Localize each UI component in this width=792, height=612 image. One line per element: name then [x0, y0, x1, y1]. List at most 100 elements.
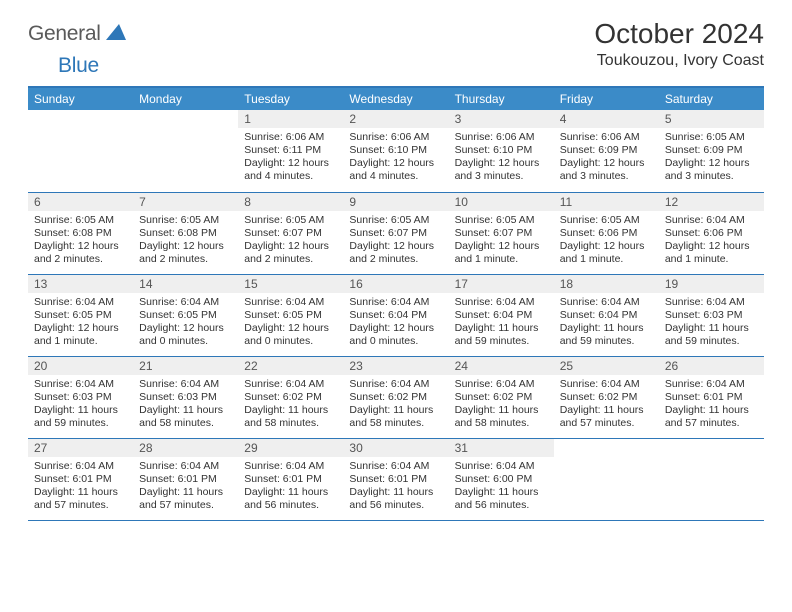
day-number: 29 [238, 439, 343, 457]
daylight-text: Daylight: 11 hours and 58 minutes. [139, 404, 232, 430]
calendar-day-cell: 7Sunrise: 6:05 AMSunset: 6:08 PMDaylight… [133, 192, 238, 274]
sunrise-text: Sunrise: 6:04 AM [665, 378, 758, 391]
day-number: 6 [28, 193, 133, 211]
sunset-text: Sunset: 6:01 PM [139, 473, 232, 486]
day-number: 11 [554, 193, 659, 211]
calendar-day-cell: 30Sunrise: 6:04 AMSunset: 6:01 PMDayligh… [343, 438, 448, 520]
sunset-text: Sunset: 6:01 PM [244, 473, 337, 486]
day-body: Sunrise: 6:06 AMSunset: 6:10 PMDaylight:… [343, 128, 448, 188]
weekday-header-row: Sunday Monday Tuesday Wednesday Thursday… [28, 88, 764, 110]
sunrise-text: Sunrise: 6:04 AM [349, 296, 442, 309]
day-number: 24 [449, 357, 554, 375]
calendar-table: Sunday Monday Tuesday Wednesday Thursday… [28, 88, 764, 521]
calendar-day-cell [659, 438, 764, 520]
calendar-day-cell: 27Sunrise: 6:04 AMSunset: 6:01 PMDayligh… [28, 438, 133, 520]
calendar-day-cell: 14Sunrise: 6:04 AMSunset: 6:05 PMDayligh… [133, 274, 238, 356]
brand-logo: General [28, 18, 129, 46]
weekday-header: Monday [133, 88, 238, 110]
sunset-text: Sunset: 6:02 PM [244, 391, 337, 404]
day-number: 2 [343, 110, 448, 128]
day-body: Sunrise: 6:04 AMSunset: 6:02 PMDaylight:… [554, 375, 659, 435]
calendar-day-cell: 19Sunrise: 6:04 AMSunset: 6:03 PMDayligh… [659, 274, 764, 356]
calendar-day-cell: 12Sunrise: 6:04 AMSunset: 6:06 PMDayligh… [659, 192, 764, 274]
sunrise-text: Sunrise: 6:05 AM [34, 214, 127, 227]
day-body: Sunrise: 6:04 AMSunset: 6:01 PMDaylight:… [28, 457, 133, 517]
calendar-day-cell: 23Sunrise: 6:04 AMSunset: 6:02 PMDayligh… [343, 356, 448, 438]
daylight-text: Daylight: 12 hours and 1 minute. [560, 240, 653, 266]
day-number: 3 [449, 110, 554, 128]
sunrise-text: Sunrise: 6:06 AM [560, 131, 653, 144]
sunrise-text: Sunrise: 6:06 AM [349, 131, 442, 144]
calendar-day-cell: 15Sunrise: 6:04 AMSunset: 6:05 PMDayligh… [238, 274, 343, 356]
day-number: 14 [133, 275, 238, 293]
daylight-text: Daylight: 12 hours and 2 minutes. [34, 240, 127, 266]
day-body: Sunrise: 6:04 AMSunset: 6:01 PMDaylight:… [238, 457, 343, 517]
sunset-text: Sunset: 6:09 PM [665, 144, 758, 157]
weekday-header: Sunday [28, 88, 133, 110]
day-body: Sunrise: 6:04 AMSunset: 6:03 PMDaylight:… [659, 293, 764, 353]
daylight-text: Daylight: 12 hours and 2 minutes. [349, 240, 442, 266]
daylight-text: Daylight: 12 hours and 3 minutes. [665, 157, 758, 183]
day-body: Sunrise: 6:05 AMSunset: 6:08 PMDaylight:… [28, 211, 133, 271]
calendar-day-cell: 6Sunrise: 6:05 AMSunset: 6:08 PMDaylight… [28, 192, 133, 274]
sunrise-text: Sunrise: 6:04 AM [349, 378, 442, 391]
calendar-day-cell: 17Sunrise: 6:04 AMSunset: 6:04 PMDayligh… [449, 274, 554, 356]
daylight-text: Daylight: 11 hours and 58 minutes. [244, 404, 337, 430]
sunrise-text: Sunrise: 6:04 AM [455, 378, 548, 391]
sunset-text: Sunset: 6:08 PM [139, 227, 232, 240]
sunrise-text: Sunrise: 6:05 AM [349, 214, 442, 227]
sunrise-text: Sunrise: 6:04 AM [560, 378, 653, 391]
calendar-day-cell: 11Sunrise: 6:05 AMSunset: 6:06 PMDayligh… [554, 192, 659, 274]
day-body: Sunrise: 6:04 AMSunset: 6:02 PMDaylight:… [449, 375, 554, 435]
daylight-text: Daylight: 11 hours and 57 minutes. [34, 486, 127, 512]
calendar-day-cell: 31Sunrise: 6:04 AMSunset: 6:00 PMDayligh… [449, 438, 554, 520]
sunrise-text: Sunrise: 6:04 AM [244, 296, 337, 309]
day-number: 27 [28, 439, 133, 457]
day-body: Sunrise: 6:05 AMSunset: 6:08 PMDaylight:… [133, 211, 238, 271]
sunset-text: Sunset: 6:08 PM [34, 227, 127, 240]
sunset-text: Sunset: 6:04 PM [349, 309, 442, 322]
sunrise-text: Sunrise: 6:06 AM [455, 131, 548, 144]
sunrise-text: Sunrise: 6:04 AM [34, 296, 127, 309]
daylight-text: Daylight: 12 hours and 2 minutes. [139, 240, 232, 266]
calendar-day-cell [28, 110, 133, 192]
day-body: Sunrise: 6:04 AMSunset: 6:04 PMDaylight:… [449, 293, 554, 353]
sunrise-text: Sunrise: 6:04 AM [244, 378, 337, 391]
day-number: 7 [133, 193, 238, 211]
daylight-text: Daylight: 12 hours and 3 minutes. [455, 157, 548, 183]
month-title: October 2024 [594, 18, 764, 50]
day-number: 12 [659, 193, 764, 211]
day-body: Sunrise: 6:04 AMSunset: 6:02 PMDaylight:… [238, 375, 343, 435]
calendar-week-row: 1Sunrise: 6:06 AMSunset: 6:11 PMDaylight… [28, 110, 764, 192]
daylight-text: Daylight: 12 hours and 3 minutes. [560, 157, 653, 183]
day-body: Sunrise: 6:04 AMSunset: 6:03 PMDaylight:… [28, 375, 133, 435]
brand-word1: General [28, 22, 101, 46]
sunset-text: Sunset: 6:07 PM [349, 227, 442, 240]
calendar-week-row: 6Sunrise: 6:05 AMSunset: 6:08 PMDaylight… [28, 192, 764, 274]
daylight-text: Daylight: 11 hours and 56 minutes. [349, 486, 442, 512]
calendar-week-row: 13Sunrise: 6:04 AMSunset: 6:05 PMDayligh… [28, 274, 764, 356]
daylight-text: Daylight: 12 hours and 0 minutes. [139, 322, 232, 348]
day-number: 23 [343, 357, 448, 375]
day-number: 16 [343, 275, 448, 293]
sunset-text: Sunset: 6:04 PM [560, 309, 653, 322]
day-number: 10 [449, 193, 554, 211]
sunset-text: Sunset: 6:04 PM [455, 309, 548, 322]
daylight-text: Daylight: 11 hours and 56 minutes. [455, 486, 548, 512]
sunset-text: Sunset: 6:05 PM [244, 309, 337, 322]
sunset-text: Sunset: 6:05 PM [34, 309, 127, 322]
sunset-text: Sunset: 6:02 PM [455, 391, 548, 404]
calendar-day-cell [554, 438, 659, 520]
brand-word2: Blue [58, 54, 99, 77]
daylight-text: Daylight: 12 hours and 1 minute. [455, 240, 548, 266]
sunrise-text: Sunrise: 6:05 AM [455, 214, 548, 227]
sunset-text: Sunset: 6:07 PM [455, 227, 548, 240]
weekday-header: Thursday [449, 88, 554, 110]
day-number: 21 [133, 357, 238, 375]
daylight-text: Daylight: 12 hours and 4 minutes. [349, 157, 442, 183]
sunset-text: Sunset: 6:03 PM [139, 391, 232, 404]
day-body: Sunrise: 6:05 AMSunset: 6:07 PMDaylight:… [238, 211, 343, 271]
daylight-text: Daylight: 12 hours and 0 minutes. [349, 322, 442, 348]
day-body: Sunrise: 6:04 AMSunset: 6:03 PMDaylight:… [133, 375, 238, 435]
sunrise-text: Sunrise: 6:04 AM [455, 460, 548, 473]
